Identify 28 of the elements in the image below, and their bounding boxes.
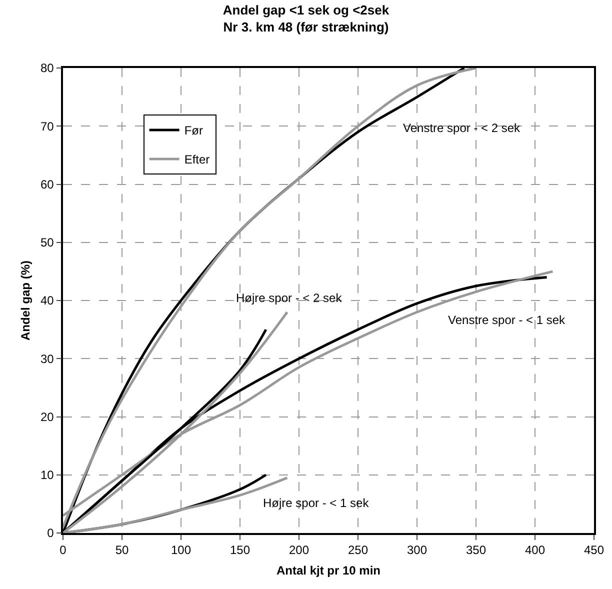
x-tick-label: 450 [584,543,604,558]
x-tick-label: 200 [288,543,310,558]
annotation: Højre spor - < 1 sek [263,496,370,510]
x-tick-label: 400 [524,543,546,558]
y-axis-title: Andel gap (%) [18,260,32,340]
x-tick-label: 350 [466,543,486,558]
legend-label: Efter [184,152,210,167]
annotation: Højre spor - < 2 sek [236,291,343,305]
x-tick-label: 150 [230,543,250,558]
y-tick-label: 50 [40,236,54,250]
y-tick-label: 0 [47,526,54,540]
x-tick-label: 0 [60,543,67,558]
x-tick-label: 50 [115,543,129,558]
y-tick-label: 80 [40,61,54,76]
annotation: Venstre spor - < 2 sek [403,121,522,135]
y-tick-label: 10 [40,468,54,482]
annotation: Venstre spor - < 1 sek [448,313,566,327]
y-tick-label: 70 [40,119,54,134]
y-tick-label: 60 [40,177,54,192]
y-tick-label: 40 [40,294,54,308]
x-tick-label: 300 [406,543,428,558]
x-tick-label: 100 [170,543,192,558]
x-axis-title: Antal kjt pr 10 min [276,564,381,578]
x-tick-label: 250 [348,543,368,558]
y-tick-label: 30 [40,352,54,366]
legend-label: Før [184,124,203,138]
chart-title: Andel gap <1 sek og <2sek Nr 3. km 48 (før strækning) [222,2,390,35]
y-tick-label: 20 [40,410,54,424]
